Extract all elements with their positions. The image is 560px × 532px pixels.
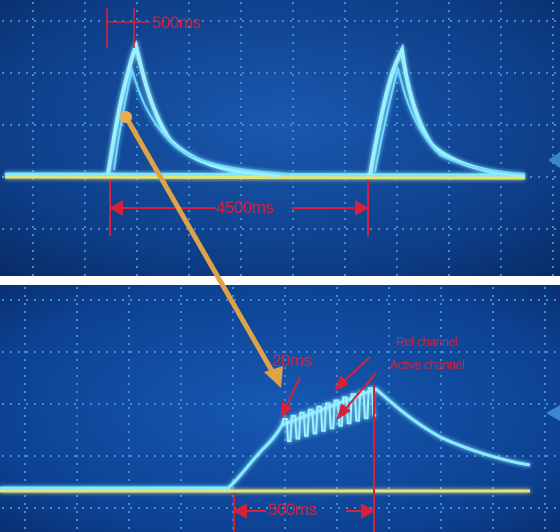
bottom-ref-channel-label: Ref channel bbox=[396, 335, 457, 349]
bottom-active-channel-label: Active channel bbox=[390, 358, 464, 372]
oscilloscope-bottom-screen bbox=[0, 285, 560, 532]
top-pulse-width-label: 500ms bbox=[152, 13, 201, 33]
oscilloscope-top-screen bbox=[0, 0, 560, 276]
bottom-screen-background bbox=[0, 285, 560, 532]
bottom-step-label: 20ms bbox=[272, 351, 312, 371]
top-yellow-baseline bbox=[5, 177, 525, 178]
top-period-label: 4500ms bbox=[216, 198, 273, 218]
oscilloscope-top-panel: 500ms 4500ms bbox=[0, 0, 560, 276]
bottom-duration-label: 500ms bbox=[268, 500, 317, 520]
oscilloscope-bottom-panel: 20ms Ref channel Active channel 500ms bbox=[0, 285, 560, 532]
